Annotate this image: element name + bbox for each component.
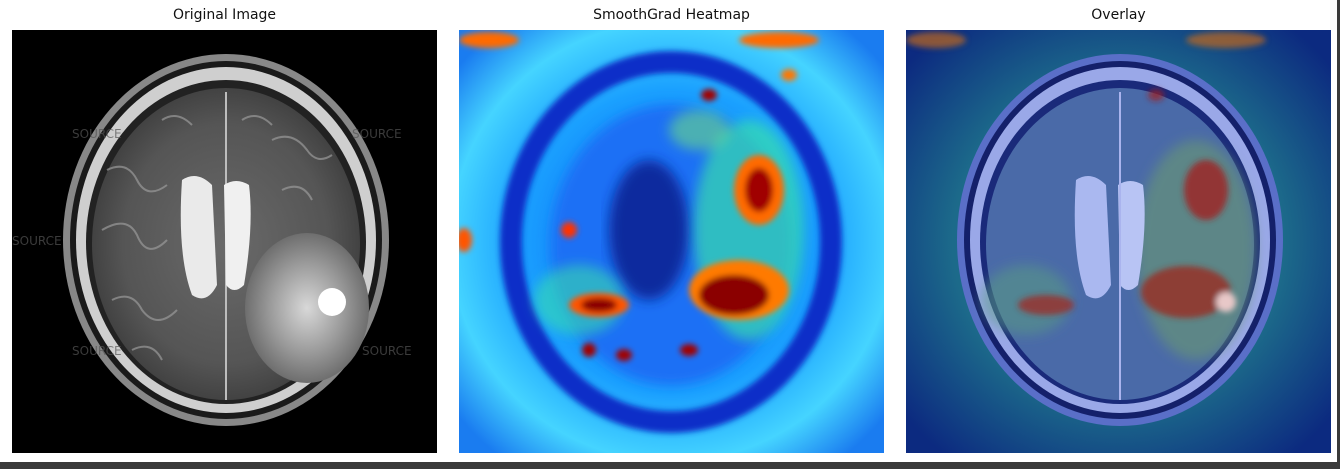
- watermark-text: SOURCE: [12, 234, 62, 248]
- overlay-image: [906, 30, 1331, 453]
- watermark-text: SOURCE: [72, 344, 122, 358]
- watermark-text: SOURCE: [72, 127, 122, 141]
- panel-title-heatmap: SmoothGrad Heatmap: [593, 7, 750, 23]
- panel-original: Original Image: [12, 0, 437, 462]
- panel-title-original: Original Image: [172, 7, 277, 23]
- smoothgrad-heatmap-image: [459, 30, 884, 453]
- panel-title-overlay: Overlay: [1091, 7, 1146, 23]
- original-mri-image: SOURCE SOURCE SOURCE SOURCE SOURCE: [12, 30, 437, 453]
- watermark-text: SOURCE: [352, 127, 402, 141]
- watermark-text: SOURCE: [362, 344, 412, 358]
- panel-overlay: Overlay: [906, 0, 1331, 462]
- panel-heatmap: SmoothGrad Heatmap: [459, 0, 884, 462]
